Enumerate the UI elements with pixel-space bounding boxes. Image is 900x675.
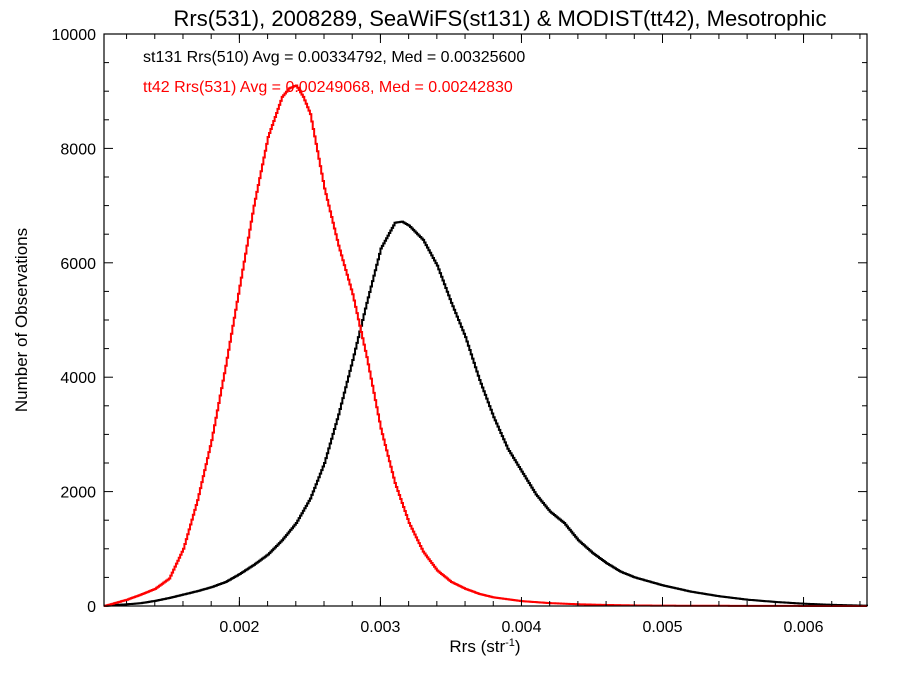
x-axis-label: Rrs (str-1) [449,637,520,656]
x-tick-label: 0.003 [360,619,400,636]
y-tick-label: 6000 [60,256,96,273]
x-tick-label: 0.005 [642,619,682,636]
series-line-0 [104,220,868,607]
tick-labels-layer: 0.002 0.003 0.004 0.005 0.006 0 2000 4000 6000 80… [52,27,824,636]
x-tick-label: 0.002 [219,619,259,636]
series-line-1 [104,84,867,607]
x-tick-label: 0.006 [784,619,824,636]
y-tick-label: 0 [87,599,96,616]
y-tick-label: 10000 [52,27,97,44]
annotation-st131: st131 Rrs(510) Avg = 0.00334792, Med = 0… [143,49,525,66]
x-axis-label-end: ) [515,637,521,656]
x-tick-label: 0.004 [501,619,541,636]
y-axis-label: Number of Observations [12,228,31,412]
series-layer [104,84,868,607]
y-tick-label: 8000 [60,141,96,158]
plot-frame [103,33,868,607]
y-tick-label: 2000 [60,485,96,502]
chart-title: Rrs(531), 2008289, SeaWiFS(st131) & MODI… [174,6,827,31]
x-axis-label-main: Rrs (str [449,637,505,656]
ticks-layer [104,33,867,607]
annotation-tt42: tt42 Rrs(531) Avg = 0.00249068, Med = 0.… [143,79,513,96]
x-axis-label-superscript: -1 [505,637,515,649]
y-tick-label: 4000 [60,370,96,387]
